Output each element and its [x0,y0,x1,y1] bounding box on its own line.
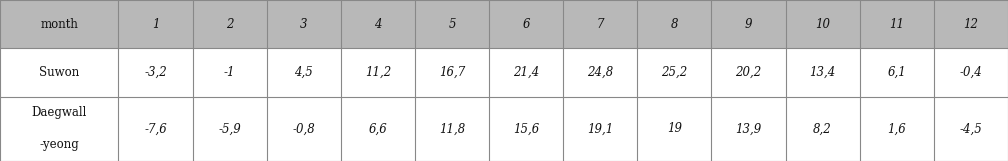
Bar [637,97,712,161]
Bar [712,97,785,161]
Bar [933,0,1008,48]
Bar [489,48,563,97]
Text: -3,2: -3,2 [144,66,167,79]
Bar [193,97,267,161]
Bar [489,0,563,48]
Bar [489,97,563,161]
Bar [860,97,933,161]
Text: 9: 9 [745,18,752,31]
Text: 2: 2 [226,18,234,31]
Text: 12: 12 [964,18,979,31]
Bar [0,48,118,97]
Text: -4,5: -4,5 [960,122,983,135]
Bar [415,0,489,48]
Text: 4: 4 [374,18,382,31]
Text: 21,4: 21,4 [513,66,539,79]
Bar [712,0,785,48]
Text: -0,4: -0,4 [960,66,983,79]
Bar [193,0,267,48]
Text: 1: 1 [152,18,159,31]
Text: 13,4: 13,4 [809,66,836,79]
Text: -5,9: -5,9 [218,122,241,135]
Bar [712,48,785,97]
Bar [193,48,267,97]
Text: 16,7: 16,7 [438,66,465,79]
Bar [860,48,933,97]
Text: 20,2: 20,2 [736,66,762,79]
Bar [933,48,1008,97]
Text: 13,9: 13,9 [736,122,762,135]
Bar [563,97,637,161]
Text: 11: 11 [889,18,904,31]
Text: -1: -1 [224,66,235,79]
Bar [785,97,860,161]
Text: 7: 7 [597,18,604,31]
Text: 1,6: 1,6 [887,122,906,135]
Text: 19,1: 19,1 [587,122,614,135]
Bar [341,48,415,97]
Bar [267,0,341,48]
Bar [415,48,489,97]
Text: 25,2: 25,2 [661,66,687,79]
Text: 10: 10 [815,18,831,31]
Bar [341,0,415,48]
Bar [637,0,712,48]
Bar [118,97,193,161]
Bar [637,48,712,97]
Text: -yeong: -yeong [39,138,79,151]
Text: 15,6: 15,6 [513,122,539,135]
Text: month: month [40,18,79,31]
Bar [267,97,341,161]
Bar [267,48,341,97]
Text: Suwon: Suwon [39,66,80,79]
Text: 24,8: 24,8 [587,66,614,79]
Bar [415,97,489,161]
Text: 6,1: 6,1 [887,66,906,79]
Bar [563,0,637,48]
Bar [785,0,860,48]
Bar [0,0,118,48]
Text: -0,8: -0,8 [292,122,316,135]
Text: 6: 6 [522,18,530,31]
Bar [860,0,933,48]
Text: 8: 8 [670,18,678,31]
Bar [118,48,193,97]
Text: 11,2: 11,2 [365,66,391,79]
Text: Daegwall: Daegwall [31,106,87,119]
Text: 6,6: 6,6 [369,122,387,135]
Bar [118,0,193,48]
Text: 5: 5 [449,18,456,31]
Bar [0,97,118,161]
Text: 4,5: 4,5 [294,66,313,79]
Bar [341,97,415,161]
Bar [933,97,1008,161]
Text: 8,2: 8,2 [813,122,832,135]
Bar [563,48,637,97]
Text: 3: 3 [300,18,307,31]
Text: -7,6: -7,6 [144,122,167,135]
Bar [785,48,860,97]
Text: 19: 19 [667,122,681,135]
Text: 11,8: 11,8 [438,122,465,135]
